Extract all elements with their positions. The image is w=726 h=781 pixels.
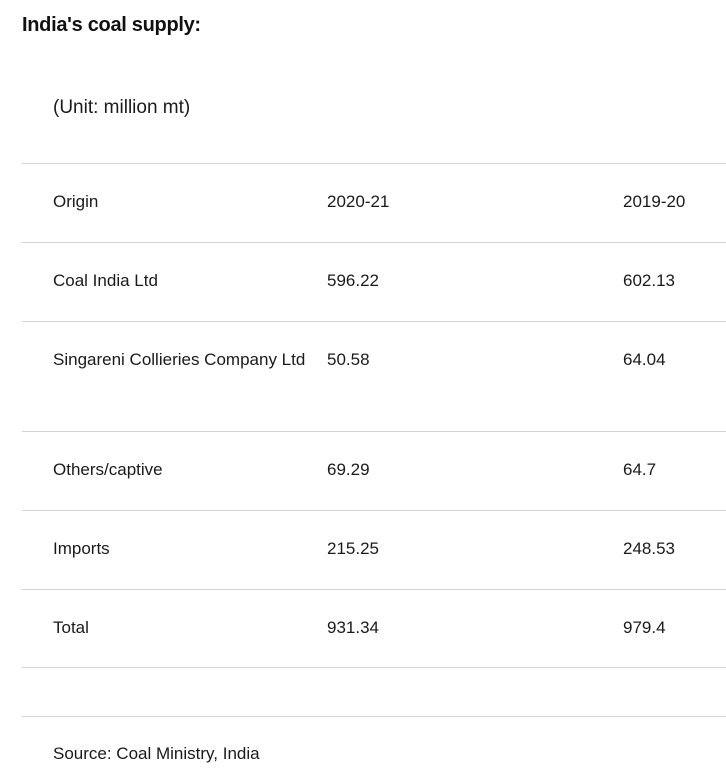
value-2020-21-cell: 50.58 [327, 350, 370, 369]
table-row: Imports 215.25 248.53 [22, 510, 726, 589]
origin-cell: Coal India Ltd [53, 271, 158, 290]
header-2019-20: 2019-20 [623, 192, 686, 211]
table-row: Coal India Ltd 596.22 602.13 [22, 242, 726, 321]
unit-label: (Unit: million mt) [53, 97, 191, 118]
value-2020-21-cell: 215.25 [327, 539, 379, 558]
value-2019-20-cell: 602.13 [623, 271, 675, 290]
origin-cell: Total [53, 618, 89, 637]
value-2019-20-cell: 248.53 [623, 539, 675, 558]
origin-cell: Singareni Collieries Company Ltd [53, 350, 306, 369]
table-header-row: Origin 2020-21 2019-20 [22, 163, 726, 242]
table-row: Singareni Collieries Company Ltd 50.58 6… [22, 321, 726, 431]
header-origin: Origin [53, 192, 99, 211]
table-row: Others/captive 69.29 64.7 [22, 431, 726, 510]
value-2020-21-cell: 69.29 [327, 460, 370, 479]
source-divider [22, 716, 726, 717]
value-2019-20-cell: 64.04 [623, 350, 666, 369]
header-2020-21: 2020-21 [327, 192, 390, 211]
origin-cell: Imports [53, 539, 110, 558]
value-2019-20-cell: 979.4 [623, 618, 666, 637]
table-row-total: Total 931.34 979.4 [22, 589, 726, 668]
value-2019-20-cell: 64.7 [623, 460, 657, 479]
coal-supply-table: Origin 2020-21 2019-20 Coal India Ltd 59… [22, 163, 726, 668]
value-2020-21-cell: 596.22 [327, 271, 379, 290]
value-2020-21-cell: 931.34 [327, 618, 379, 637]
page-title: India's coal supply: [22, 14, 201, 36]
origin-cell: Others/captive [53, 460, 163, 479]
source-note: Source: Coal Ministry, India [53, 744, 260, 763]
